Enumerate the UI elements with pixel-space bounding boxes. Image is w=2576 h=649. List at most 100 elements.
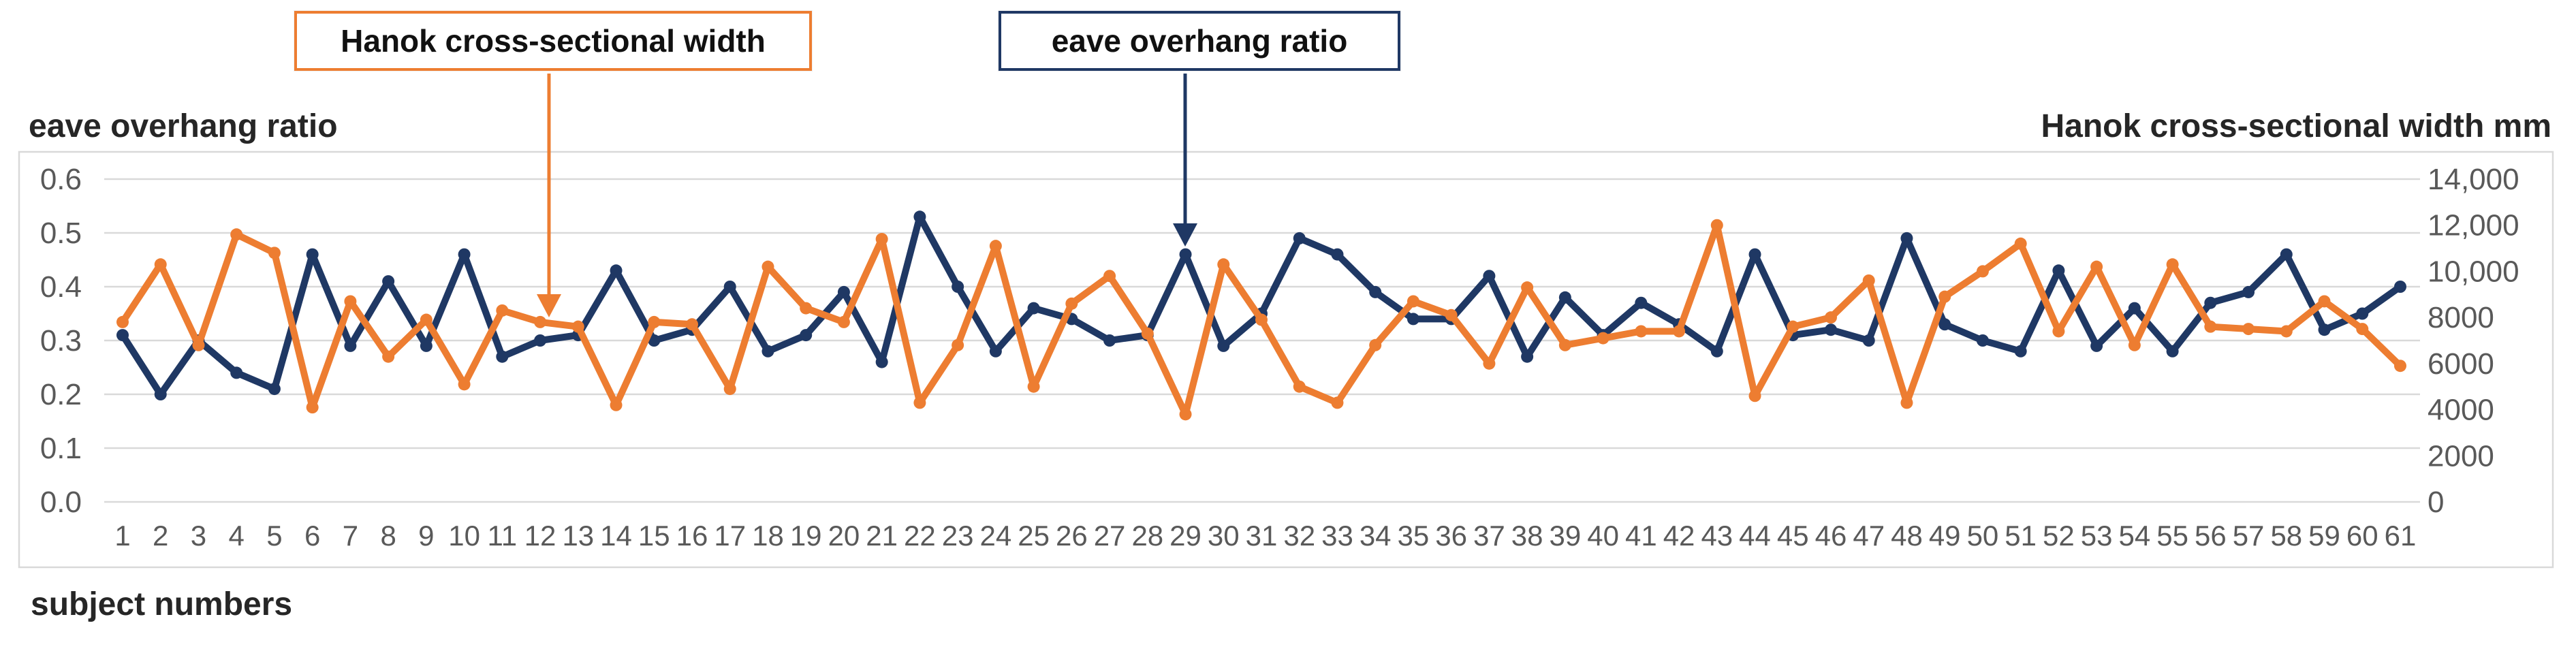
x-axis-tick-label: 14 xyxy=(600,520,632,552)
data-point-marker xyxy=(952,338,964,351)
x-axis-tick-label: 32 xyxy=(1283,520,1315,552)
data-point-marker xyxy=(2204,296,2217,309)
data-point-marker xyxy=(1976,334,1989,347)
data-point-marker xyxy=(2014,345,2027,358)
x-axis-tick-label: 36 xyxy=(1435,520,1467,552)
data-point-marker xyxy=(1710,219,1723,232)
right-axis-tick-label: 14,000 xyxy=(2428,163,2519,196)
data-point-marker xyxy=(534,315,547,328)
x-axis-tick-label: 50 xyxy=(1967,520,1999,552)
x-axis-tick-label: 57 xyxy=(2233,520,2265,552)
data-point-marker xyxy=(2052,325,2065,338)
data-point-marker xyxy=(686,318,698,331)
data-point-marker xyxy=(2052,264,2065,277)
data-point-marker xyxy=(1065,297,1078,310)
x-axis-tick-label: 2 xyxy=(153,520,168,552)
x-axis-tick-label: 11 xyxy=(488,520,518,552)
x-axis-tick-label: 9 xyxy=(418,520,434,552)
x-axis-tick-label: 54 xyxy=(2119,520,2151,552)
data-point-marker xyxy=(2166,258,2179,271)
data-point-marker xyxy=(837,315,850,328)
right-axis-tick-label: 10,000 xyxy=(2428,255,2519,288)
legend-callout-width: Hanok cross-sectional width xyxy=(294,11,812,71)
data-point-marker xyxy=(1255,313,1268,326)
x-axis-tick-label: 16 xyxy=(676,520,708,552)
x-axis-tick-label: 1 xyxy=(114,520,130,552)
right-axis-tick-label: 8000 xyxy=(2428,301,2494,334)
data-point-marker xyxy=(116,315,129,328)
left-axis-tick-label: 0.2 xyxy=(40,378,82,411)
data-point-marker xyxy=(154,258,167,271)
data-point-marker xyxy=(875,233,888,246)
data-point-marker xyxy=(344,339,357,352)
x-axis-tick-label: 35 xyxy=(1398,520,1430,552)
data-point-marker xyxy=(1635,325,1648,338)
data-point-marker xyxy=(306,248,319,261)
data-point-marker xyxy=(420,313,433,326)
data-point-marker xyxy=(154,388,167,400)
x-axis-tick-label: 17 xyxy=(714,520,746,552)
x-axis-tick-label: 49 xyxy=(1929,520,1961,552)
right-axis-tick-labels: 14,000 12,000 10,000 8000 6000 4000 2000 0 xyxy=(2428,163,2519,519)
data-point-marker xyxy=(648,334,661,347)
data-point-marker xyxy=(1027,380,1040,393)
data-point-marker xyxy=(2394,281,2406,293)
x-axis-tick-label: 61 xyxy=(2385,520,2417,552)
legend-callout-width-label: Hanok cross-sectional width xyxy=(341,23,766,59)
data-point-marker xyxy=(2128,302,2141,315)
x-axis-tick-label: 52 xyxy=(2043,520,2075,552)
data-point-marker xyxy=(761,345,774,358)
data-point-marker xyxy=(1369,338,1382,351)
data-point-marker xyxy=(1673,325,1686,338)
data-point-marker xyxy=(1558,291,1571,304)
data-point-marker xyxy=(1938,290,1951,303)
x-axis-tick-label: 24 xyxy=(980,520,1012,552)
data-point-marker xyxy=(989,240,1002,253)
data-point-marker xyxy=(1635,296,1648,309)
x-axis-tick-label: 28 xyxy=(1131,520,1163,552)
series-lines xyxy=(116,210,2406,421)
x-axis-tick-label: 30 xyxy=(1208,520,1240,552)
data-point-marker xyxy=(1558,338,1571,351)
legend-callout-ratio-label: eave overhang ratio xyxy=(1051,23,1348,59)
x-axis-tick-label: 22 xyxy=(904,520,936,552)
x-axis-tick-label: 59 xyxy=(2308,520,2340,552)
data-point-marker xyxy=(1825,311,1837,324)
x-axis-tick-label: 38 xyxy=(1511,520,1543,552)
data-point-marker xyxy=(1331,248,1344,261)
x-axis-tick-label: 53 xyxy=(2081,520,2113,552)
left-axis-tick-labels: 0.6 0.5 0.4 0.3 0.2 0.1 0.0 xyxy=(40,163,82,519)
right-axis-tick-label: 6000 xyxy=(2428,347,2494,381)
data-point-marker xyxy=(2356,307,2369,320)
data-point-marker xyxy=(723,383,736,396)
x-axis-tick-label: 48 xyxy=(1891,520,1923,552)
x-axis-tick-label: 18 xyxy=(752,520,784,552)
series-line xyxy=(119,213,2404,398)
data-point-marker xyxy=(571,320,584,333)
series-hanok-width xyxy=(116,219,2406,421)
x-axis-tick-label: 7 xyxy=(343,520,358,552)
data-point-marker xyxy=(1331,396,1344,409)
data-point-marker xyxy=(496,350,509,363)
data-point-marker xyxy=(913,210,926,223)
data-point-marker xyxy=(1521,350,1534,363)
data-point-marker xyxy=(1521,281,1534,294)
data-point-marker xyxy=(268,383,281,396)
data-point-marker xyxy=(2014,237,2027,250)
x-axis-tick-label: 6 xyxy=(304,520,320,552)
data-point-marker xyxy=(989,345,1002,358)
x-axis-tick-label: 3 xyxy=(191,520,206,552)
series-eave-overhang-ratio xyxy=(116,210,2406,400)
x-axis-tick-label: 21 xyxy=(866,520,898,552)
x-axis-tick-label: 5 xyxy=(266,520,282,552)
ratio-callout-arrow xyxy=(1173,74,1197,247)
x-axis-tick-label: 51 xyxy=(2005,520,2037,552)
data-point-marker xyxy=(1103,270,1116,283)
data-point-marker xyxy=(1027,302,1040,315)
data-point-marker xyxy=(534,334,547,347)
x-axis-tick-label: 19 xyxy=(790,520,822,552)
x-axis-tick-label: 10 xyxy=(448,520,480,552)
data-point-marker xyxy=(2318,323,2331,336)
data-point-marker xyxy=(230,366,243,379)
x-axis-tick-label: 4 xyxy=(229,520,245,552)
